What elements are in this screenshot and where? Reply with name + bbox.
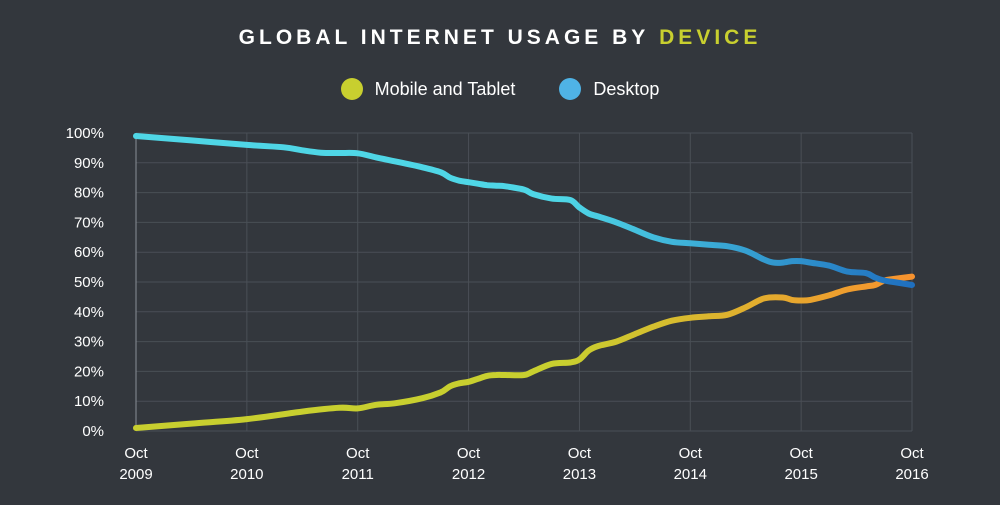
x-tick-label: Oct 2013 <box>563 445 596 483</box>
y-tick-label: 10% <box>74 393 104 410</box>
chart-title-prefix: GLOBAL INTERNET USAGE BY <box>238 26 650 49</box>
legend-item-mobile: Mobile and Tablet <box>340 78 516 100</box>
y-tick-label: 40% <box>74 304 104 321</box>
x-tick-label: Oct 2009 <box>119 445 152 483</box>
legend: Mobile and Tablet Desktop <box>0 78 1000 100</box>
y-tick-label: 30% <box>74 334 104 351</box>
legend-label-mobile: Mobile and Tablet <box>374 78 516 99</box>
chart-title: GLOBAL INTERNET USAGE BY DEVICE <box>0 26 1000 50</box>
axes: 0% 10% 20% 30% 40% 50% 60% 70% 80% 90% 100% Oct 2009… <box>66 125 929 483</box>
x-tick-label: Oct 2011 <box>342 445 374 483</box>
y-tick-label: 70% <box>74 214 104 231</box>
series-line-mobile-and-tablet <box>133 273 915 431</box>
chart-title-accent: DEVICE <box>659 26 762 49</box>
y-tick-label: 50% <box>74 274 104 291</box>
series-line-desktop <box>133 133 915 288</box>
x-tick-label: Oct 2015 <box>784 445 817 483</box>
x-tick-label: Oct 2016 <box>895 445 928 483</box>
legend-dot-mobile-icon <box>340 78 363 100</box>
legend-dot-desktop-icon <box>559 78 582 100</box>
y-tick-label: 100% <box>66 125 104 142</box>
x-tick-label: Oct 2014 <box>674 445 707 483</box>
x-tick-label: Oct 2012 <box>452 445 485 483</box>
x-tick-label: Oct 2010 <box>230 445 263 483</box>
legend-label-desktop: Desktop <box>593 78 660 99</box>
y-tick-label: 90% <box>74 155 104 172</box>
grid <box>135 132 913 432</box>
y-tick-label: 20% <box>74 363 104 380</box>
series <box>133 133 915 431</box>
legend-item-desktop: Desktop <box>559 78 659 100</box>
y-tick-label: 80% <box>74 185 104 202</box>
y-tick-label: 60% <box>74 244 104 261</box>
y-tick-label: 0% <box>82 423 104 440</box>
